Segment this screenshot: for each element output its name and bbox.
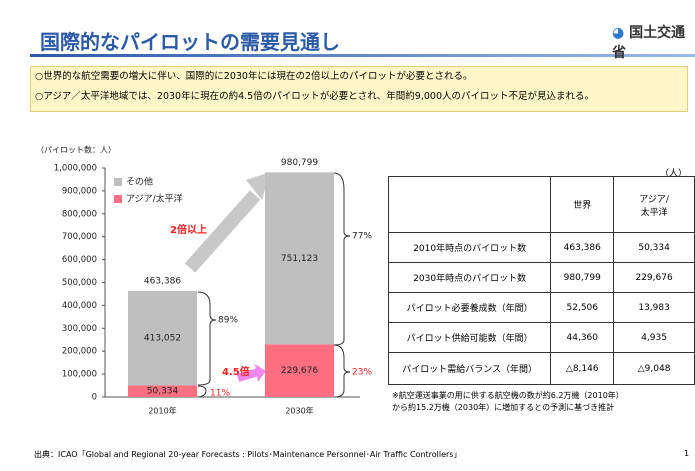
page-number: 1 [684,449,690,458]
value-cell: 229,676 [613,262,695,293]
bar-segment [265,172,334,345]
value-cell: △8,146 [550,352,615,385]
growth-arrowhead [246,172,270,200]
header-cell [387,176,552,233]
annotation: 11% [210,389,230,399]
table-unit: （人） [660,169,688,179]
value-label: 413,052 [144,334,181,344]
bullet: ○世界的な航空需要の増大に伴い、国際的に2030年には現在の2倍以上のパイロット… [35,71,473,82]
row-label: パイロット必要養成数（年間） [387,292,552,323]
source: 出典：ICAO「Global and Regional 20-year Fore… [34,450,462,459]
value-cell: 44,360 [550,322,615,353]
title-underline [30,54,695,57]
row-label: パイロット需給バランス（年間） [387,352,552,385]
y-tick-label: 0 [92,393,97,403]
x-tick-label: 2030年 [285,406,313,416]
table-row: パイロット需給バランス（年間） △8,146 △9,048 [387,352,695,385]
total-label: 463,386 [144,276,181,286]
legend-label: その他 [126,176,153,188]
summary-box: ○世界的な航空需要の増大に伴い、国際的に2030年には現在の2倍以上のパイロット… [30,66,688,112]
bar-segment [128,385,197,397]
value-cell: 52,506 [550,292,615,323]
y-axis-label: （パイロット数：人） [36,145,116,155]
note-line: ※航空運送事業の用に供する航空機の数が約6.2万機（2010年） [392,391,624,400]
header-row: 世界 アジア/太平洋 [387,176,695,233]
table-row: パイロット必要養成数（年間） 52,506 13,983 [387,292,695,323]
value-label: 229,676 [281,366,318,376]
annotation: 77% [352,232,372,242]
header-cell: 世界 [550,176,615,233]
table-row: 2010年時点のパイロット数 463,386 50,334 [387,232,695,263]
y-tick-label: 900,000 [62,186,97,196]
table-row: 2030年時点のパイロット数 980,799 229,676 [387,262,695,293]
bar-segment [128,290,197,386]
value-cell: 463,386 [550,232,615,263]
y-tick-label: 1,000,000 [54,164,97,174]
y-tick-label: 100,000 [62,370,97,380]
logo: ◕ 国土交通省 [612,22,695,62]
row-label: 2030年時点のパイロット数 [387,262,552,293]
y-tick-label: 800,000 [62,209,97,219]
y-tick-label: 400,000 [62,301,97,311]
table-row: パイロット供給可能数（年間） 44,360 4,935 [387,322,695,353]
y-tick-label: 200,000 [62,347,97,357]
value-cell: 4,935 [613,322,695,353]
y-tick-label: 600,000 [62,255,97,265]
row-label: パイロット供給可能数（年間） [387,322,552,353]
bar-segment [265,344,334,397]
row-label: 2010年時点のパイロット数 [387,232,552,263]
growth-arrow [184,190,261,273]
bullet: ○アジア／太平洋地域では、2030年に現在の約4.5倍のパイロットが必要とされ、… [35,91,594,102]
annotation: 23% [352,368,372,378]
header-line: 太平洋 [640,207,668,218]
table-note: ※航空運送事業の用に供する航空機の数が約6.2万機（2010年） から約15.2… [392,390,624,414]
legend-label: アジア/太平洋 [126,193,183,205]
note-line: から約15.2万機（2030年）に増加するとの予測に基づき推計 [392,403,615,412]
value-cell: 980,799 [550,262,615,293]
total-label: 980,799 [281,158,318,168]
annotation: 4.5倍 [222,365,250,378]
header-line: アジア/ [639,194,669,205]
value-cell: 50,334 [613,232,695,263]
asia-arrowhead [255,364,266,382]
header-text: 世界 [573,201,592,211]
asia-arrow [236,368,260,382]
annotation: 2倍以上 [170,223,207,236]
brackets [197,172,351,398]
logo-icon: ◕ [612,25,630,41]
value-label: 751,123 [281,254,318,264]
logo-text: 国土交通省 [612,25,686,61]
value-label: 50,334 [147,387,179,397]
x-tick-label: 2010年 [148,406,176,416]
annotation: 89% [218,316,238,326]
value-cell: 13,983 [613,292,695,323]
value-cell: △9,048 [613,352,695,385]
legend-swatch [114,178,122,186]
header-cell: アジア/太平洋 [613,176,695,233]
title: 国際的なパイロットの需要見通し [40,30,340,54]
data-table: 世界 アジア/太平洋 2010年時点のパイロット数 463,386 50,334 2030… [387,176,695,385]
y-tick-label: 500,000 [62,278,97,288]
y-tick-label: 300,000 [62,324,97,334]
legend-swatch [114,195,122,203]
y-tick-label: 700,000 [62,232,97,242]
